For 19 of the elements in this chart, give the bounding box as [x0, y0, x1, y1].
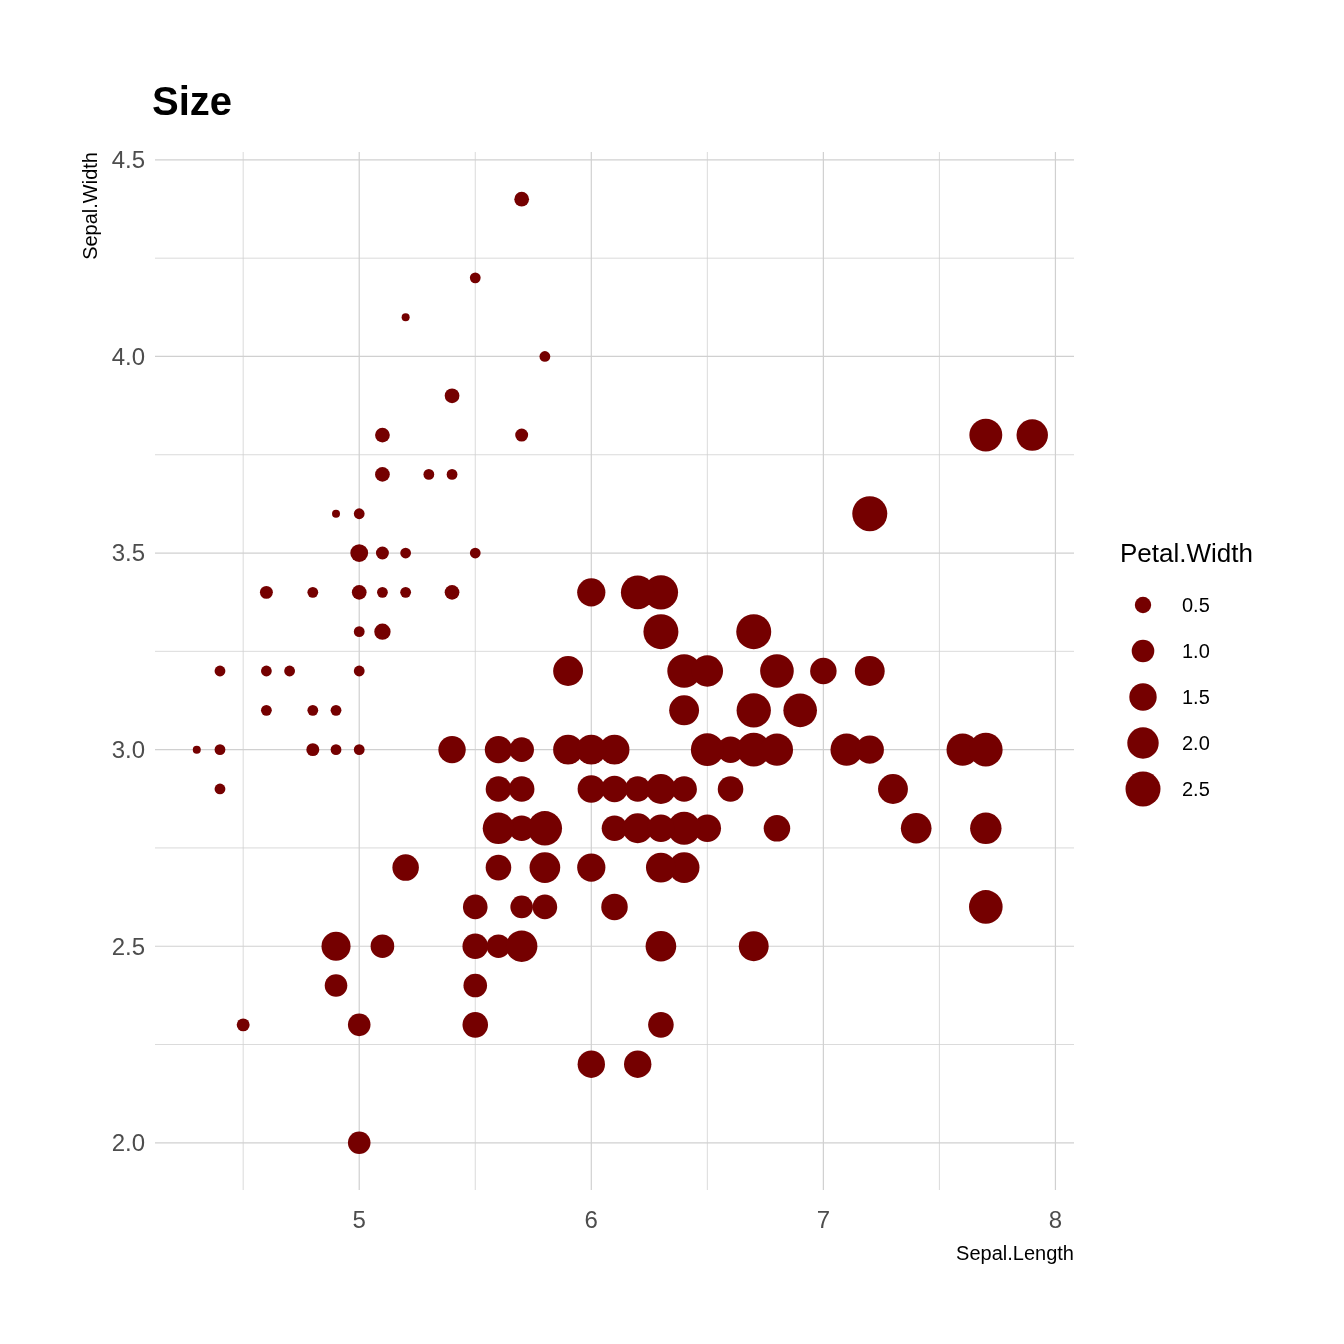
y-axis-title: Sepal.Width [79, 152, 101, 260]
y-tick-label: 4.5 [111, 146, 145, 174]
legend-title: Petal.Width [1120, 538, 1253, 568]
y-tick-label: 4.0 [111, 342, 145, 370]
y-tick-label: 2.5 [111, 932, 145, 960]
chart-title: Size [152, 79, 233, 123]
legend-label: 1.5 [1182, 686, 1210, 708]
x-axis-title: Sepal.Length [956, 1242, 1074, 1264]
x-tick-label: 7 [816, 1206, 831, 1233]
legend-label: 2.5 [1182, 778, 1210, 800]
legend-label: 2.0 [1182, 732, 1210, 754]
y-tick-label: 3.0 [111, 736, 145, 764]
x-tick-label: 6 [584, 1206, 598, 1233]
x-tick-label: 8 [1048, 1206, 1063, 1233]
y-tick-label: 2.0 [111, 1129, 145, 1157]
y-tick-label: 3.5 [111, 539, 145, 567]
legend-label: 0.5 [1182, 594, 1210, 616]
x-tick-label: 5 [352, 1206, 366, 1233]
legend-label: 1.0 [1182, 640, 1210, 662]
